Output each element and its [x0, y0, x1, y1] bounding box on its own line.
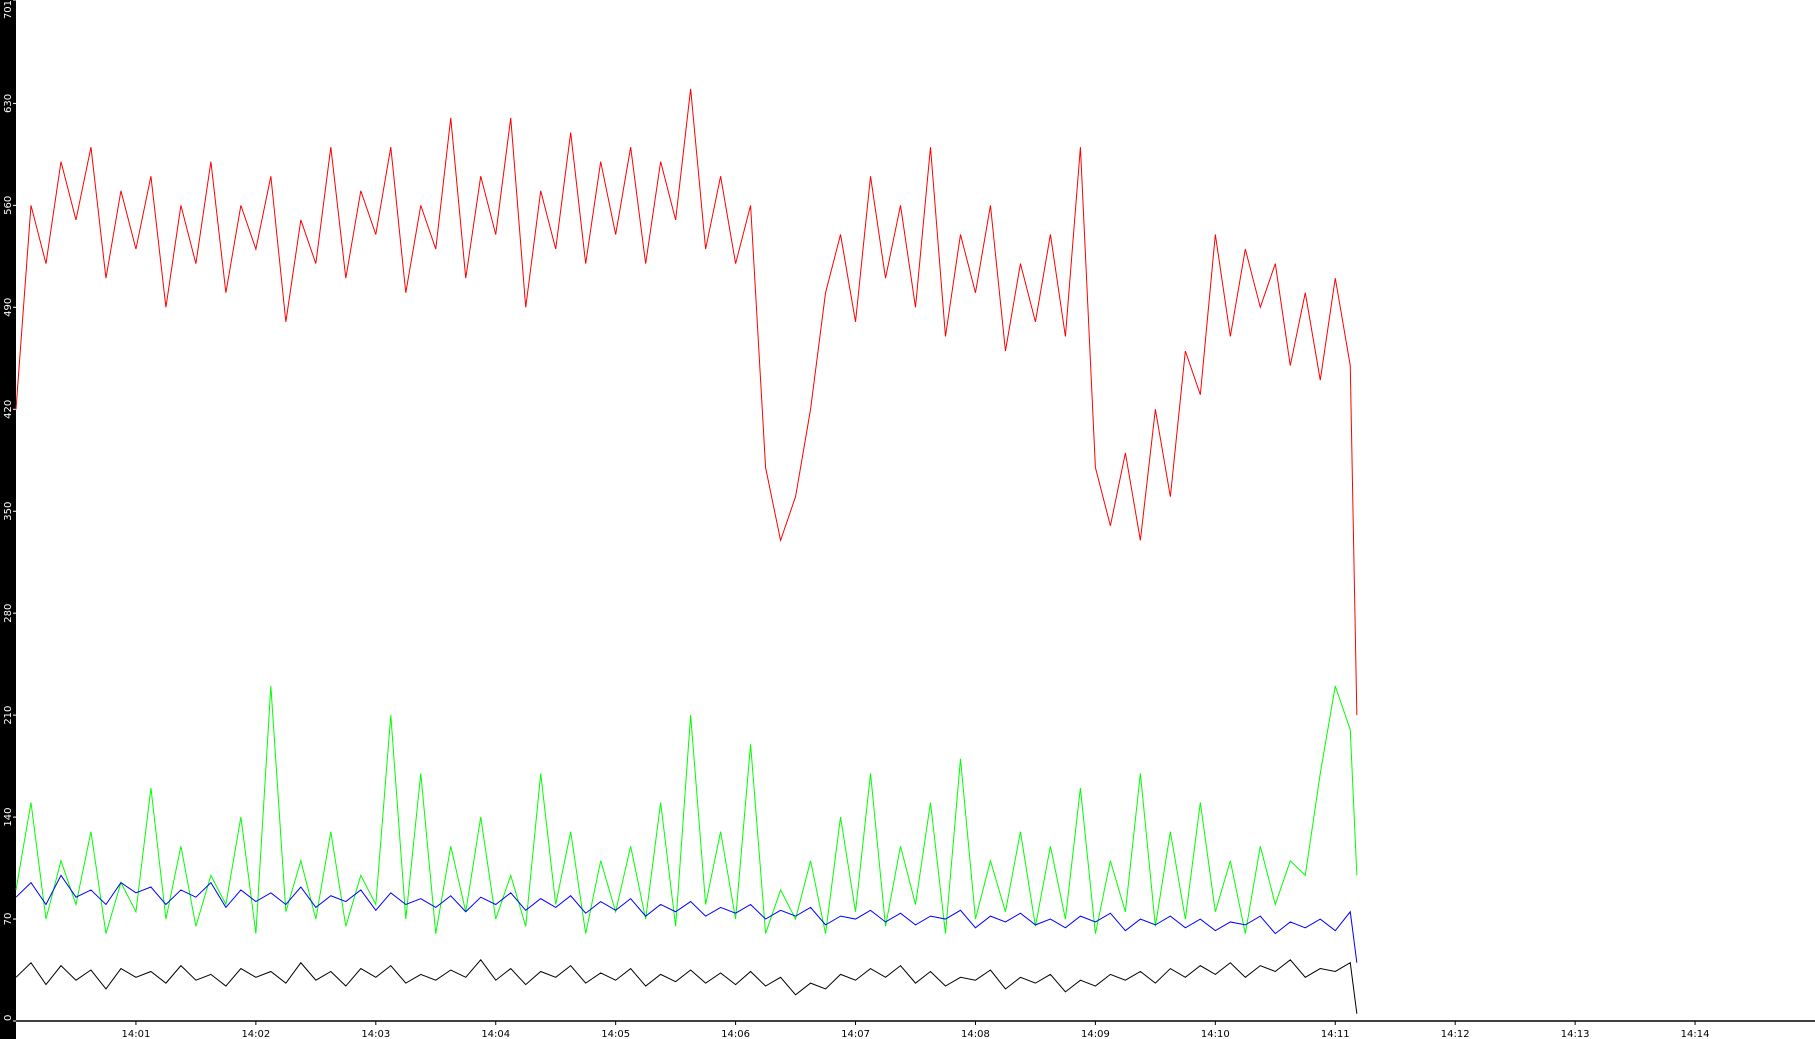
x-tick-label: 14:11	[1321, 1029, 1350, 1039]
y-tick-label: 630	[3, 94, 14, 113]
x-tick-label: 14:03	[361, 1029, 390, 1039]
y-tick-label: 140	[3, 808, 14, 827]
y-tick-label: 420	[3, 400, 14, 419]
y-axis-strip	[0, 0, 16, 1039]
x-tick-label: 14:12	[1441, 1029, 1470, 1039]
y-tick-label: 280	[3, 604, 14, 623]
y-tick-label: 490	[3, 298, 14, 317]
x-tick-label: 14:09	[1081, 1029, 1110, 1039]
y-tick-label: 350	[3, 502, 14, 521]
x-tick-label: 14:05	[601, 1029, 630, 1039]
series-line	[15, 959, 1358, 1014]
y-tick-label: 0	[3, 1015, 14, 1021]
x-tick-label: 14:14	[1681, 1029, 1710, 1039]
series-line	[15, 88, 1358, 716]
x-tick-label: 14:04	[481, 1029, 510, 1039]
series-line	[15, 874, 1358, 963]
x-tick-label: 14:01	[122, 1029, 151, 1039]
x-tick-label: 14:10	[1201, 1029, 1230, 1039]
y-tick-label: 560	[3, 196, 14, 215]
x-tick-label: 14:02	[241, 1029, 270, 1039]
x-tick-label: 14:08	[961, 1029, 990, 1039]
series-line	[15, 685, 1358, 934]
x-tick-label: 14:13	[1561, 1029, 1590, 1039]
y-tick-label: 70	[3, 913, 14, 926]
x-tick-label: 14:07	[841, 1029, 870, 1039]
x-tick-label: 14:06	[721, 1029, 750, 1039]
y-tick-label: 701	[3, 0, 14, 19]
y-tick-label: 210	[3, 706, 14, 725]
